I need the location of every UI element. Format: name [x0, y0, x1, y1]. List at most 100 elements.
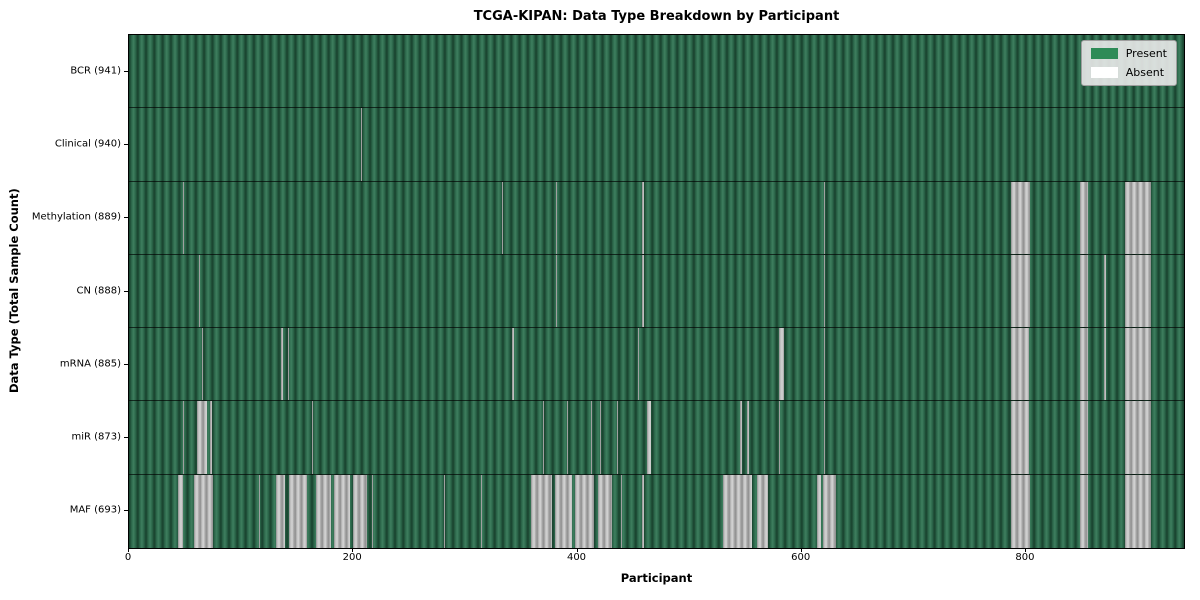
- absent-stripe: [502, 181, 504, 254]
- absent-stripe: [1011, 181, 1031, 254]
- absent-stripe: [531, 474, 552, 548]
- absent-stripe: [1079, 328, 1088, 401]
- absent-stripe: [1124, 328, 1152, 401]
- x-tick-mark: [128, 548, 129, 552]
- x-tick-label-0: 0: [124, 552, 132, 563]
- x-tick-mark: [1024, 548, 1026, 552]
- absent-stripe: [194, 474, 214, 548]
- absent-stripe: [288, 328, 290, 401]
- absent-stripe: [1124, 401, 1152, 474]
- absent-stripe: [556, 181, 558, 254]
- absent-stripe: [1104, 328, 1106, 401]
- absent-stripe: [756, 474, 769, 548]
- absent-stripe: [182, 401, 184, 474]
- absent-stripe: [201, 328, 203, 401]
- absent-stripe: [599, 401, 601, 474]
- absent-stripe: [353, 474, 367, 548]
- absent-stripe: [512, 328, 514, 401]
- absent-stripe: [1011, 328, 1030, 401]
- absent-stripe: [740, 401, 743, 474]
- absent-stripe: [616, 401, 618, 474]
- absent-stripe: [481, 474, 483, 548]
- legend-label-absent: Absent: [1125, 66, 1165, 79]
- heatmap-row-CN: [129, 254, 1184, 329]
- y-tick-label-Methylation: Methylation (889): [31, 211, 121, 223]
- absent-stripe: [642, 254, 644, 328]
- absent-stripe: [567, 401, 569, 474]
- heatmap-row-BCR: [129, 35, 1184, 109]
- y-tick-mark: [124, 217, 128, 219]
- absent-stripe: [822, 474, 837, 548]
- absent-stripe: [1079, 181, 1088, 254]
- absent-stripe: [1079, 474, 1088, 548]
- absent-stripe: [1079, 401, 1088, 474]
- absent-stripe: [209, 401, 212, 474]
- absent-stripe: [275, 474, 285, 548]
- heatmap-row-MAF: [129, 474, 1184, 548]
- absent-stripe: [1011, 254, 1031, 328]
- x-tick-mark: [352, 548, 354, 552]
- absent-stripe: [590, 401, 593, 474]
- x-tick-label-600: 600: [791, 552, 811, 563]
- absent-stripe: [646, 401, 652, 474]
- absent-stripe: [289, 474, 308, 548]
- y-tick-label-CN: CN (888): [76, 285, 121, 296]
- absent-stripe: [197, 401, 208, 474]
- heatmap-row-Clinical: [129, 108, 1184, 182]
- absent-stripe: [817, 474, 821, 548]
- heatmap-row-mRNA: [129, 328, 1184, 402]
- absent-stripe: [642, 474, 644, 548]
- x-tick-label-200: 200: [342, 552, 362, 563]
- absent-stripe: [259, 474, 261, 548]
- x-axis-label: Participant: [620, 571, 693, 585]
- y-tick-label-miR: miR (873): [71, 431, 121, 443]
- absent-swatch-icon: [1090, 67, 1118, 78]
- absent-stripe: [178, 474, 183, 548]
- absent-stripe: [824, 328, 826, 401]
- y-tick-label-BCR: BCR (941): [70, 65, 121, 77]
- y-tick-label-MAF: MAF (693): [69, 504, 121, 516]
- absent-stripe: [182, 181, 184, 254]
- absent-stripe: [361, 108, 363, 181]
- y-tick-label-Clinical: Clinical (940): [54, 138, 121, 150]
- absent-stripe: [556, 254, 558, 328]
- absent-stripe: [746, 401, 749, 474]
- absent-stripe: [723, 474, 753, 548]
- y-tick-label-mRNA: mRNA (885): [59, 358, 121, 370]
- absent-stripe: [316, 474, 331, 548]
- absent-stripe: [555, 474, 572, 548]
- legend: Present Absent: [1080, 40, 1177, 86]
- y-tick-mark: [124, 143, 128, 145]
- x-tick-mark: [576, 548, 578, 552]
- legend-label-present: Present: [1125, 47, 1167, 60]
- absent-stripe: [1011, 474, 1031, 548]
- y-tick-mark: [124, 510, 128, 512]
- x-tick-mark: [800, 548, 802, 552]
- x-tick-label-400: 400: [566, 552, 587, 563]
- absent-stripe: [444, 474, 446, 548]
- absent-stripe: [597, 474, 613, 548]
- absent-stripe: [334, 474, 350, 548]
- absent-stripe: [1124, 474, 1152, 548]
- legend-item-absent: Absent: [1090, 66, 1167, 79]
- y-tick-mark: [124, 70, 128, 72]
- absent-stripe: [1011, 401, 1030, 474]
- absent-stripe: [621, 474, 623, 548]
- absent-stripe: [1124, 254, 1152, 328]
- heatmap-row-Methylation: [129, 181, 1184, 255]
- absent-stripe: [575, 474, 595, 548]
- absent-stripe: [311, 401, 313, 474]
- absent-stripe: [198, 254, 200, 328]
- heatmap-row-miR: [129, 401, 1184, 475]
- chart-title: TCGA-KIPAN: Data Type Breakdown by Parti…: [473, 9, 840, 24]
- y-tick-mark: [124, 437, 128, 439]
- x-tick-label-800: 800: [1015, 552, 1035, 563]
- absent-stripe: [281, 328, 283, 401]
- absent-stripe: [638, 328, 640, 401]
- absent-stripe: [779, 401, 781, 474]
- absent-stripe: [824, 401, 826, 474]
- absent-stripe: [824, 181, 826, 254]
- absent-stripe: [372, 474, 374, 548]
- absent-stripe: [824, 254, 826, 328]
